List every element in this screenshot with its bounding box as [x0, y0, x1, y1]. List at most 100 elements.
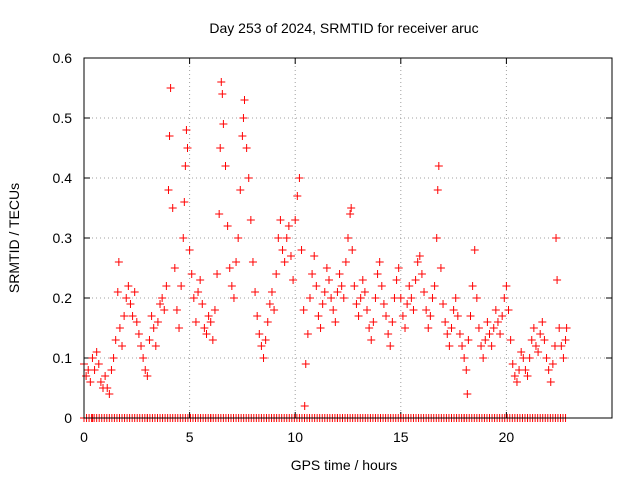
data-point — [246, 216, 255, 224]
data-point — [234, 234, 243, 242]
data-point — [553, 276, 562, 284]
data-point — [430, 282, 439, 290]
data-point — [166, 84, 175, 92]
data-point — [210, 306, 219, 314]
plot-frame — [83, 57, 613, 419]
data-point — [464, 336, 473, 344]
data-point — [373, 270, 382, 278]
data-point — [548, 360, 557, 368]
data-point — [191, 318, 200, 326]
data-point — [316, 324, 325, 332]
data-point — [358, 276, 367, 284]
data-point — [204, 312, 213, 320]
data-point — [259, 354, 268, 362]
data-point — [396, 294, 405, 302]
data-point — [559, 354, 568, 362]
data-point — [451, 294, 460, 302]
data-point — [217, 78, 226, 86]
data-point — [542, 354, 551, 362]
data-point — [500, 294, 509, 302]
data-point — [388, 318, 397, 326]
data-point — [432, 234, 441, 242]
data-point — [472, 294, 481, 302]
data-point — [179, 234, 188, 242]
data-point — [255, 330, 264, 338]
data-point — [529, 324, 538, 332]
data-point — [218, 90, 227, 98]
data-point — [282, 234, 291, 242]
data-point — [162, 282, 171, 290]
data-point — [308, 270, 317, 278]
data-point — [213, 270, 222, 278]
data-point — [297, 246, 306, 254]
ticks-layer: 0 0.1 0.2 0.3 0.4 0.5 0.6 0 5 10 15 20 — [53, 50, 612, 445]
data-point — [270, 306, 279, 314]
data-point — [248, 258, 257, 266]
data-point — [443, 330, 452, 338]
data-point — [510, 372, 519, 380]
points-layer — [80, 78, 571, 422]
data-point — [455, 330, 464, 338]
data-point — [367, 336, 376, 344]
data-point — [310, 252, 319, 260]
data-point — [181, 162, 190, 170]
data-point — [267, 288, 276, 296]
data-point — [200, 324, 209, 332]
data-point — [303, 330, 312, 338]
data-point — [523, 372, 532, 380]
data-point — [420, 288, 429, 296]
data-point — [413, 258, 422, 266]
data-point — [187, 270, 196, 278]
data-point — [426, 312, 435, 320]
data-point — [409, 306, 418, 314]
data-point — [411, 276, 420, 284]
data-point — [502, 282, 511, 290]
data-point — [493, 318, 502, 326]
data-point — [479, 354, 488, 362]
data-point — [164, 186, 173, 194]
data-point — [145, 336, 154, 344]
data-point — [487, 342, 496, 350]
data-point — [272, 270, 281, 278]
data-point — [329, 306, 338, 314]
data-point — [198, 300, 207, 308]
data-point — [208, 336, 217, 344]
data-point — [151, 342, 160, 350]
data-point — [103, 384, 112, 392]
data-point — [447, 324, 456, 332]
data-point — [158, 294, 167, 302]
data-point — [439, 300, 448, 308]
x-tick-label: 15 — [393, 429, 409, 445]
data-point — [215, 210, 224, 218]
data-point — [122, 294, 131, 302]
data-point — [118, 342, 127, 350]
y-tick-label: 0.6 — [53, 50, 73, 66]
data-point — [177, 282, 186, 290]
data-point — [527, 336, 536, 344]
data-point — [354, 312, 363, 320]
data-point — [185, 246, 194, 254]
data-point — [265, 300, 274, 308]
data-point — [182, 126, 191, 134]
data-point — [202, 330, 211, 338]
data-point — [377, 282, 386, 290]
data-point — [512, 378, 521, 386]
grid-layer — [84, 58, 612, 418]
data-point — [183, 144, 192, 152]
y-axis-label: SRMTID / TECUs — [6, 183, 22, 293]
data-point — [534, 348, 543, 356]
data-point — [463, 390, 472, 398]
data-point — [320, 288, 329, 296]
data-point — [94, 360, 103, 368]
data-point — [352, 300, 361, 308]
data-point — [562, 324, 571, 332]
data-point — [253, 312, 262, 320]
data-point — [109, 354, 118, 362]
data-point — [525, 354, 534, 362]
data-point — [216, 144, 225, 152]
data-point — [229, 294, 238, 302]
data-point — [130, 288, 139, 296]
data-point — [506, 336, 515, 344]
data-point — [126, 300, 135, 308]
data-point — [244, 174, 253, 182]
